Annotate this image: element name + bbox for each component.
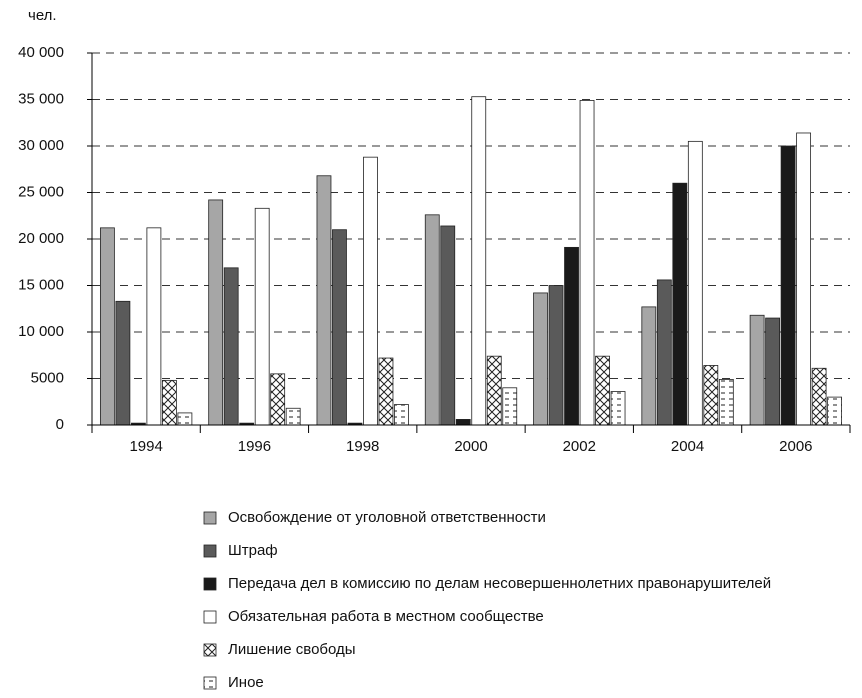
y-tick-label: 10 000 [18, 323, 64, 340]
x-tick-label: 2002 [563, 438, 596, 455]
bar [316, 175, 332, 426]
legend-swatch [203, 643, 217, 657]
bar [270, 373, 286, 426]
legend-swatch [203, 676, 217, 690]
bar [718, 379, 734, 426]
y-tick-label: 5000 [31, 369, 64, 386]
bar [610, 391, 626, 426]
bar [796, 132, 812, 426]
legend-label: Иное [228, 674, 264, 691]
bar [579, 100, 595, 426]
bar [177, 412, 193, 426]
legend-swatch [203, 610, 217, 624]
bar [811, 367, 827, 426]
bar [471, 96, 487, 426]
legend-label: Лишение свободы [228, 641, 356, 658]
x-tick-label: 2004 [671, 438, 704, 455]
bar [332, 229, 347, 426]
bar [502, 387, 518, 426]
bar [564, 246, 579, 426]
legend-swatch [203, 511, 217, 525]
y-axis-label: чел. [28, 7, 57, 24]
bar [703, 365, 719, 426]
bar [424, 214, 440, 426]
bar [146, 227, 162, 426]
bar [115, 300, 131, 426]
y-tick-label: 30 000 [18, 137, 64, 154]
x-tick-label: 2000 [454, 438, 487, 455]
bar [548, 285, 564, 426]
x-tick-label: 1996 [238, 438, 271, 455]
x-tick-label: 1994 [129, 438, 162, 455]
y-tick-label: 15 000 [18, 276, 64, 293]
legend-swatch [203, 544, 217, 558]
bar [486, 355, 502, 426]
legend-label: Штраф [228, 542, 278, 559]
bar [161, 379, 177, 426]
legend-label: Освобождение от уголовной ответственност… [228, 509, 546, 526]
y-tick-label: 35 000 [18, 90, 64, 107]
bar [595, 355, 610, 426]
bar [394, 404, 409, 426]
bar [378, 357, 394, 426]
bar [533, 292, 548, 426]
legend-label: Передача дел в комиссию по делам несовер… [228, 575, 771, 592]
x-tick-label: 1998 [346, 438, 379, 455]
x-tick-label: 2006 [779, 438, 812, 455]
bar [455, 419, 471, 426]
bar [765, 317, 781, 426]
bar [223, 267, 239, 426]
bar [687, 140, 703, 426]
bar [780, 145, 796, 426]
y-tick-label: 40 000 [18, 44, 64, 61]
bar [99, 227, 115, 426]
y-tick-label: 0 [56, 416, 64, 433]
bar [656, 279, 672, 426]
legend-label: Обязательная работа в местном сообществе [228, 608, 544, 625]
bar [827, 396, 843, 426]
bar [672, 182, 688, 426]
bar [285, 407, 301, 426]
bar [749, 314, 765, 426]
bar [440, 225, 456, 426]
bar [254, 207, 270, 426]
bar [363, 156, 378, 426]
y-tick-label: 25 000 [18, 183, 64, 200]
y-tick-label: 20 000 [18, 230, 64, 247]
bar [641, 306, 657, 426]
legend-swatch [203, 577, 217, 591]
bar [208, 199, 224, 426]
